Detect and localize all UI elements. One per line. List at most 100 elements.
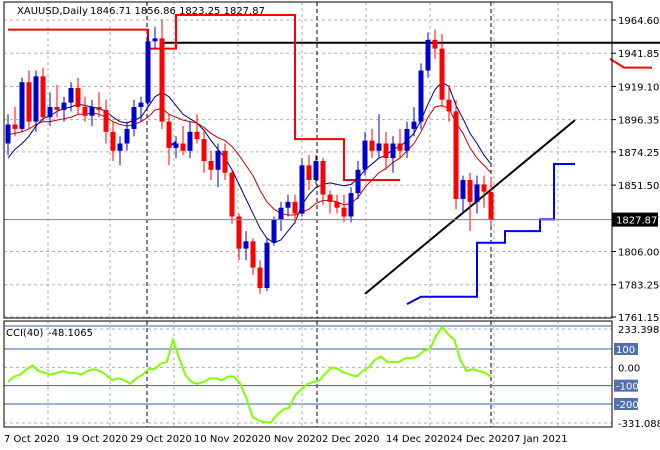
price-tick-label: 1851.50 <box>618 181 659 192</box>
candle-body <box>215 150 221 170</box>
candle-body <box>152 38 158 42</box>
current-price-tag-label: 1827.87 <box>616 216 657 227</box>
symbol-label: XAUUSD,Daily <box>17 6 88 17</box>
price-tick-label: 1941.85 <box>618 49 659 60</box>
candle-body <box>327 194 333 202</box>
candle-body <box>222 150 228 173</box>
cci-tick-label: 233.3982 <box>618 325 660 336</box>
price-frame <box>3 1 613 319</box>
candle-body <box>243 241 249 249</box>
candle-body <box>369 140 375 151</box>
upper-channel-step <box>8 14 652 181</box>
candle-body <box>320 161 326 195</box>
candle-body <box>334 201 340 208</box>
candle-body <box>397 143 403 151</box>
price-panel <box>4 14 660 305</box>
candle-body <box>75 88 81 108</box>
candle-body <box>418 70 424 122</box>
fast-moving-average <box>7 105 492 216</box>
candle-body <box>68 88 74 103</box>
candle-body <box>82 107 88 116</box>
time-tick-label: 10 Nov 2020 <box>194 434 258 445</box>
grid <box>4 2 612 427</box>
time-tick-label: 7 Jan 2021 <box>514 434 568 445</box>
ohlc-label: 1846.71 1856.86 1823.25 1827.87 <box>90 6 265 17</box>
candle-body <box>292 201 298 214</box>
candle-body <box>54 107 60 110</box>
candle-body <box>348 193 354 217</box>
candle-body <box>236 216 242 249</box>
cci-tick-label: -200 <box>616 400 639 411</box>
candle-body <box>131 107 137 129</box>
candle-body <box>264 242 270 289</box>
candle-body <box>411 121 417 129</box>
candle-body <box>453 111 459 199</box>
candle-body <box>404 128 410 151</box>
candle-body <box>19 82 25 129</box>
time-tick-label: 7 Oct 2020 <box>4 434 59 445</box>
time-tick-label: 24 Dec 2020 <box>450 434 514 445</box>
candle-body <box>138 102 144 108</box>
candle-body <box>5 124 11 144</box>
candle-body <box>278 207 284 220</box>
candle-body <box>488 192 494 220</box>
candle-body <box>446 99 452 112</box>
candle-body <box>376 143 382 151</box>
cci-level-tag <box>614 379 638 392</box>
candle-body <box>180 143 186 151</box>
candle-body <box>481 184 487 192</box>
candle-body <box>299 165 305 214</box>
candle-body <box>173 143 179 148</box>
candle-body <box>103 109 109 132</box>
candle-body <box>383 143 389 159</box>
cci-frame <box>3 320 613 428</box>
cci-panel <box>7 325 492 424</box>
candle-body <box>271 219 277 243</box>
candle-body <box>425 39 431 71</box>
slow-moving-average <box>7 81 492 244</box>
price-tick-label: 1783.25 <box>618 281 659 292</box>
candle-body <box>285 201 291 208</box>
price-tick-label: 1806.00 <box>618 248 659 259</box>
candle-body <box>250 241 256 268</box>
price-tick-label: 1896.35 <box>618 116 659 127</box>
candle-body <box>257 267 263 289</box>
candle-body <box>40 76 46 118</box>
candle-body <box>201 139 207 162</box>
candle-body <box>362 140 368 170</box>
candle-body <box>390 143 396 159</box>
candle-body <box>117 143 123 151</box>
cci-tick-label: -331.088 <box>618 419 660 430</box>
candle-body <box>474 184 480 202</box>
cci-tick-label: -100 <box>616 382 639 393</box>
candle-body <box>467 179 473 202</box>
cci-level-tag <box>614 343 638 355</box>
time-tick-label: 2 Dec 2020 <box>322 434 380 445</box>
candle-body <box>187 131 193 151</box>
candle-body <box>341 207 347 217</box>
current-price-tag <box>612 212 658 227</box>
cci-label: CCI(40) <box>6 328 44 339</box>
price-tick-label: 1874.25 <box>618 148 659 159</box>
candle-body <box>47 107 53 118</box>
candle-body <box>96 107 102 110</box>
candle-body <box>208 161 214 170</box>
candle-body <box>159 38 165 122</box>
candle-body <box>460 179 466 199</box>
candle-body <box>439 48 445 100</box>
candle-body <box>313 161 319 180</box>
axes: 1964.60 1941.85 1919.10 1896.35 1874.25 1851.… <box>3 1 660 445</box>
candle-body <box>33 76 39 122</box>
candle-body <box>110 131 116 151</box>
cci-tick-label: 100 <box>616 345 635 356</box>
cci-tick-label: 0.00 <box>618 363 640 374</box>
price-tick-label: 1919.10 <box>618 82 659 93</box>
candle-body <box>61 102 67 110</box>
price-tick-label: 1964.60 <box>618 16 659 27</box>
candle-body <box>26 82 32 122</box>
time-tick-label: 19 Oct 2020 <box>66 434 128 445</box>
time-tick-label: 29 Oct 2020 <box>130 434 192 445</box>
candle-body <box>166 121 172 148</box>
candle-body <box>145 41 151 103</box>
